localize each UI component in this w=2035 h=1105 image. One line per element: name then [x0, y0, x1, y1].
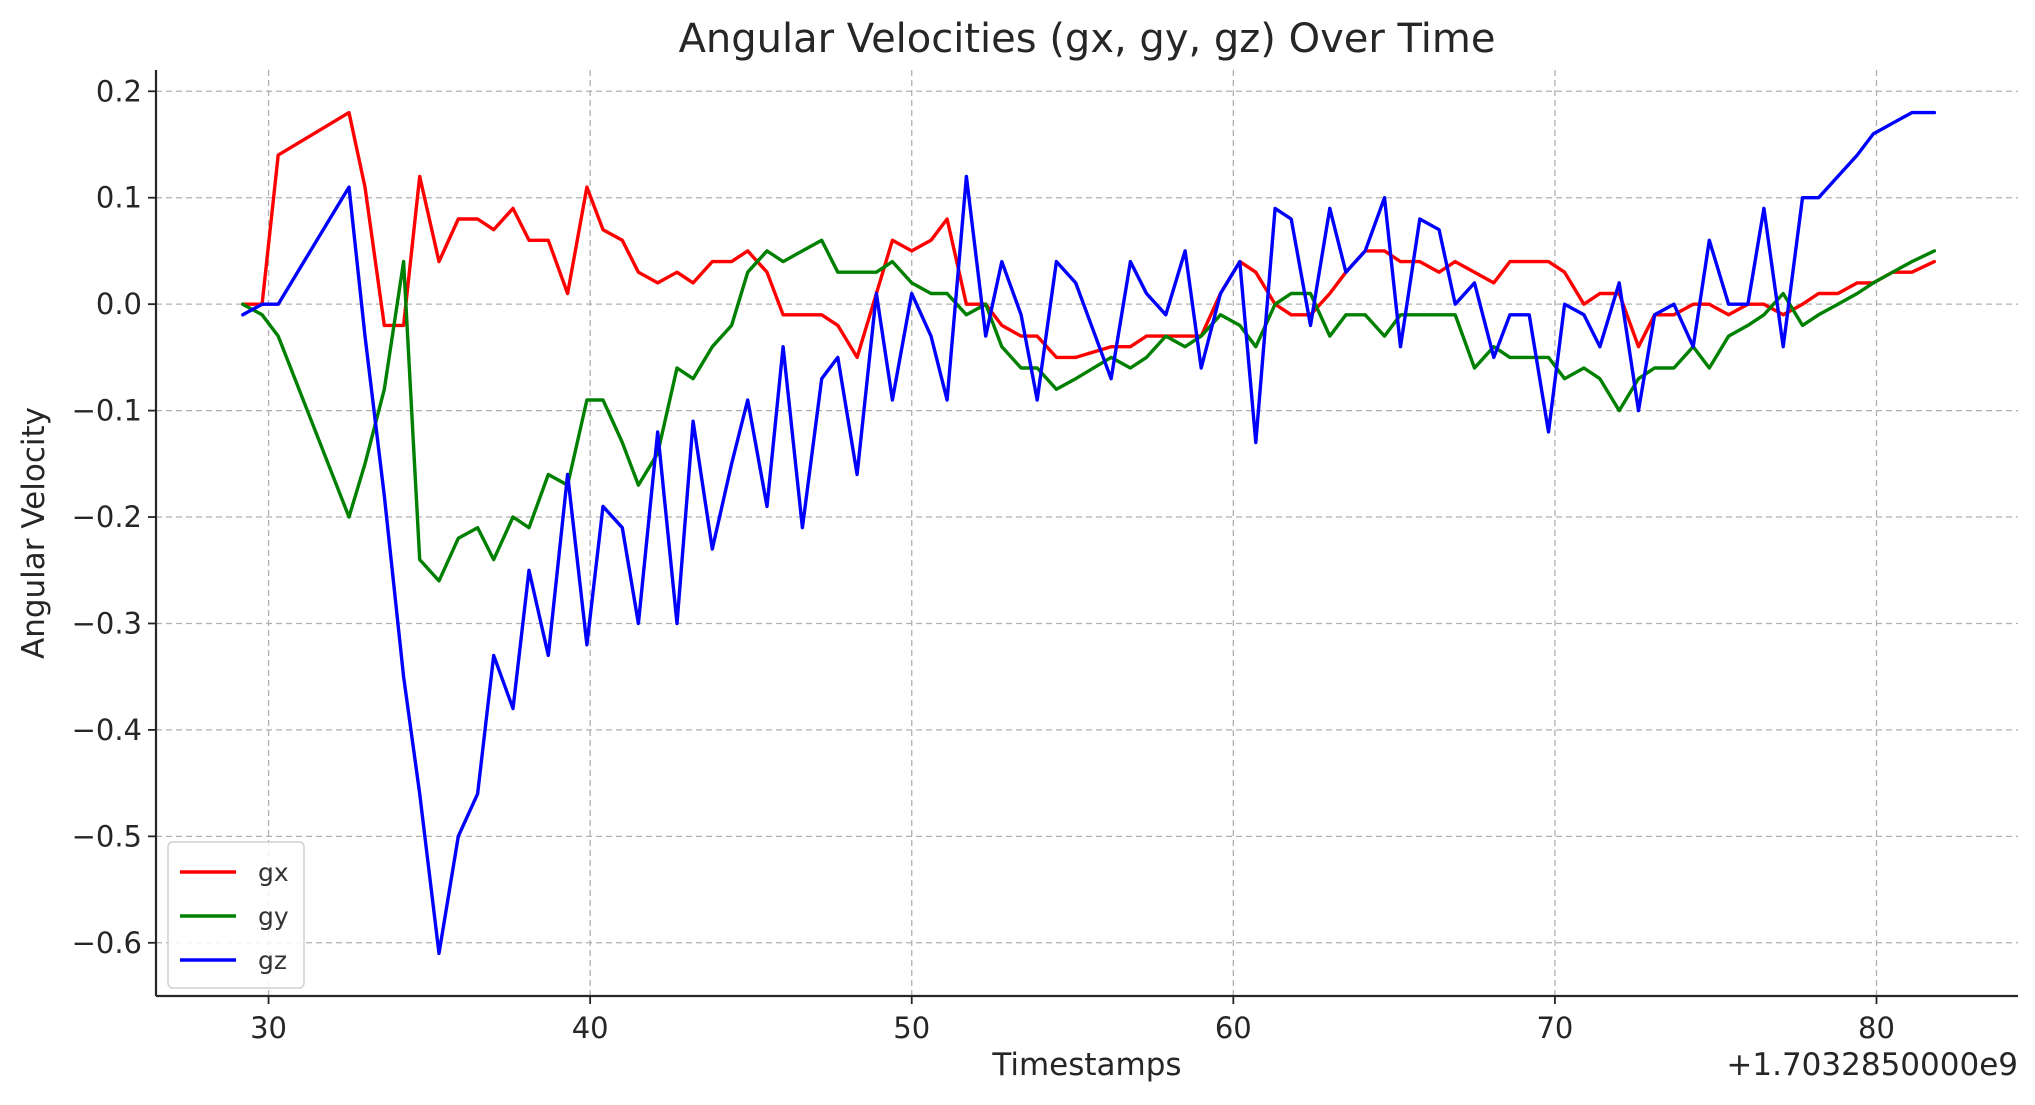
grid-lines: [156, 70, 2018, 996]
y-axis-ticks: 0.2 0.1 0.0 −0.1 −0.2 −0.3 −0.4 −0.5 −0.6: [72, 74, 156, 960]
legend-entries: gx gy gz: [180, 858, 289, 975]
series-line-gz: [241, 110, 1937, 956]
series-line-gy: [241, 238, 1937, 583]
y-tick-label: −0.3: [72, 606, 142, 640]
x-tick-label: 70: [1536, 1011, 1573, 1045]
x-axis-ticks: 30 40 50 60 70 80: [250, 996, 1895, 1045]
y-tick-label: −0.5: [72, 819, 142, 853]
y-tick-label: 0.0: [96, 287, 142, 321]
y-tick-label: −0.4: [72, 713, 142, 747]
y-tick-label: 0.1: [96, 181, 142, 215]
axes: [154, 70, 2018, 998]
series-lines: [241, 110, 1937, 956]
x-axis-offset-label: +1.7032850000e9: [1726, 1047, 2018, 1083]
y-axis-label: Angular Velocity: [16, 407, 52, 659]
y-tick-label: −0.6: [72, 926, 142, 960]
legend: gx gy gz: [167, 841, 305, 989]
legend-label-gx: gx: [258, 858, 289, 887]
chart-title: Angular Velocities (gx, gy, gz) Over Tim…: [679, 16, 1496, 62]
x-tick-label: 50: [893, 1011, 930, 1045]
legend-label-gz: gz: [258, 946, 287, 975]
x-tick-label: 40: [572, 1011, 609, 1045]
x-tick-label: 80: [1858, 1011, 1895, 1045]
x-tick-label: 30: [250, 1011, 287, 1045]
x-tick-label: 60: [1215, 1011, 1252, 1045]
x-axis-label: Timestamps: [991, 1047, 1181, 1083]
legend-label-gy: gy: [258, 902, 289, 931]
y-tick-label: −0.2: [72, 500, 142, 534]
y-tick-label: −0.1: [72, 394, 142, 428]
y-tick-label: 0.2: [96, 74, 142, 108]
